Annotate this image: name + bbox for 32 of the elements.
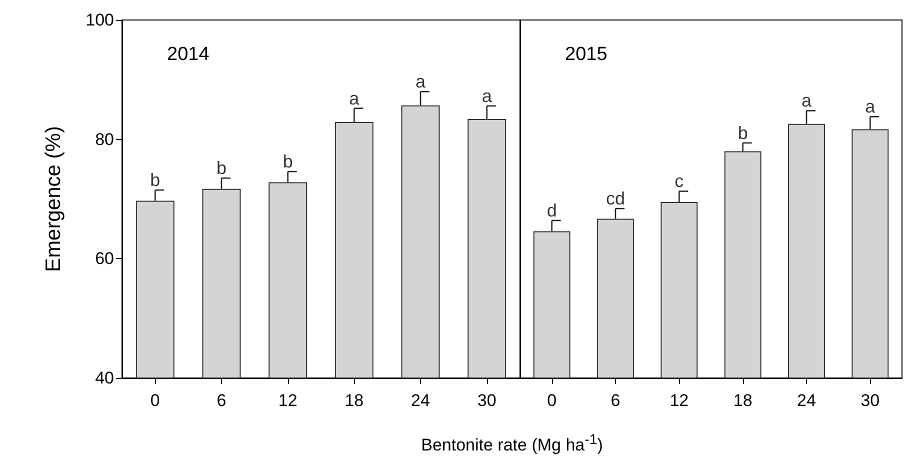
x-tick-label: 18 [733,391,752,410]
annotation: cd [606,188,626,209]
x-tick-label: 18 [344,391,364,410]
y-tick-label: 80 [95,130,114,149]
x-tick-label: 6 [216,391,226,410]
x-tick-label: 6 [610,391,620,410]
annotation: b [738,122,748,143]
annotation: d [546,200,557,220]
x-tick-label: 12 [670,391,689,410]
annotation: a [801,90,812,111]
x-axis-title: Bentonite rate (Mg ha$^{-1}$) [420,432,604,456]
annotation: a [415,72,426,92]
x-tick-label: 30 [860,391,880,410]
x-tick-label: 24 [411,391,430,410]
x-tick-label: 0 [150,391,160,410]
annotation: a [349,88,360,108]
y-tick-label: 40 [95,368,114,388]
annotation: c [674,171,684,192]
x-tick-label: 12 [278,391,298,410]
annotation: b [216,158,227,178]
x-tick-label: 24 [797,391,816,410]
y-tick-label: 100 [86,10,114,30]
y-axis-title: Emergence (%) [42,126,65,272]
annotation: b [282,152,293,172]
text: 2015 [565,44,608,65]
y-tick-label: 60 [95,249,114,268]
x-tick-label: 0 [547,391,557,410]
x-tick-label: 30 [477,391,496,410]
annotation: b [150,170,160,190]
annotation: a [482,86,493,106]
text: 2014 [167,44,210,65]
annotation: a [865,96,876,117]
